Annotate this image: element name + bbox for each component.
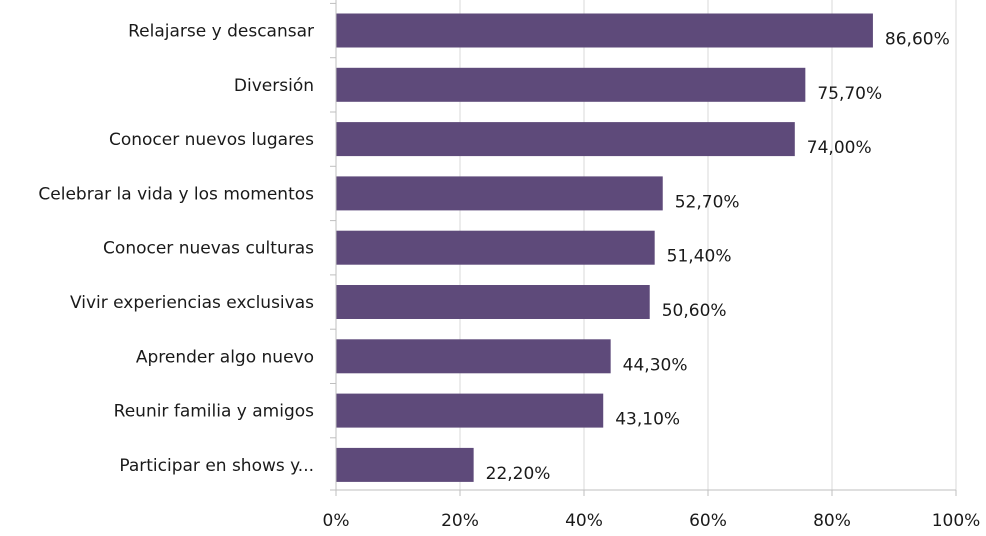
category-label-1: Diversión bbox=[234, 76, 314, 96]
x-tick-label-2: 40% bbox=[565, 511, 603, 531]
value-label-1: 75,70% bbox=[817, 84, 882, 104]
x-tick-label-4: 80% bbox=[813, 511, 851, 531]
x-tick-label-1: 20% bbox=[441, 511, 479, 531]
bar-6 bbox=[336, 339, 611, 374]
category-label-5: Vivir experiencias exclusivas bbox=[70, 293, 314, 313]
value-label-5: 50,60% bbox=[662, 301, 727, 321]
category-label-4: Conocer nuevas culturas bbox=[103, 239, 314, 259]
value-label-8: 22,20% bbox=[486, 464, 551, 484]
value-label-3: 52,70% bbox=[675, 192, 740, 212]
bar-5 bbox=[336, 285, 650, 319]
bar-8 bbox=[336, 447, 474, 482]
value-label-0: 86,60% bbox=[885, 30, 950, 50]
value-label-7: 43,10% bbox=[615, 410, 680, 430]
value-label-4: 51,40% bbox=[667, 247, 732, 267]
bar-7 bbox=[336, 393, 604, 428]
x-tick-label-5: 100% bbox=[932, 511, 981, 531]
category-label-6: Aprender algo nuevo bbox=[136, 347, 314, 367]
value-label-6: 44,30% bbox=[623, 355, 688, 375]
category-label-2: Conocer nuevos lugares bbox=[109, 130, 314, 150]
category-label-7: Reunir familia y amigos bbox=[114, 402, 314, 422]
category-label-0: Relajarse y descansar bbox=[128, 22, 314, 42]
value-label-2: 74,00% bbox=[807, 138, 872, 158]
label-layer: 0% 20% 40% 60% 80% 100% Relajarse y descansar 8… bbox=[38, 22, 980, 532]
x-tick-label-0: 0% bbox=[323, 511, 350, 531]
axis-layer bbox=[330, 0, 957, 496]
bar-0 bbox=[336, 13, 873, 48]
bar-2 bbox=[336, 122, 795, 157]
category-label-3: Celebrar la vida y los momentos bbox=[38, 184, 314, 204]
bar-3 bbox=[336, 176, 663, 211]
bar-1 bbox=[336, 67, 806, 102]
x-tick-label-3: 60% bbox=[689, 511, 727, 531]
bar-4 bbox=[336, 230, 655, 265]
category-label-8: Participar en shows y... bbox=[119, 456, 314, 476]
bar-layer bbox=[336, 13, 873, 482]
